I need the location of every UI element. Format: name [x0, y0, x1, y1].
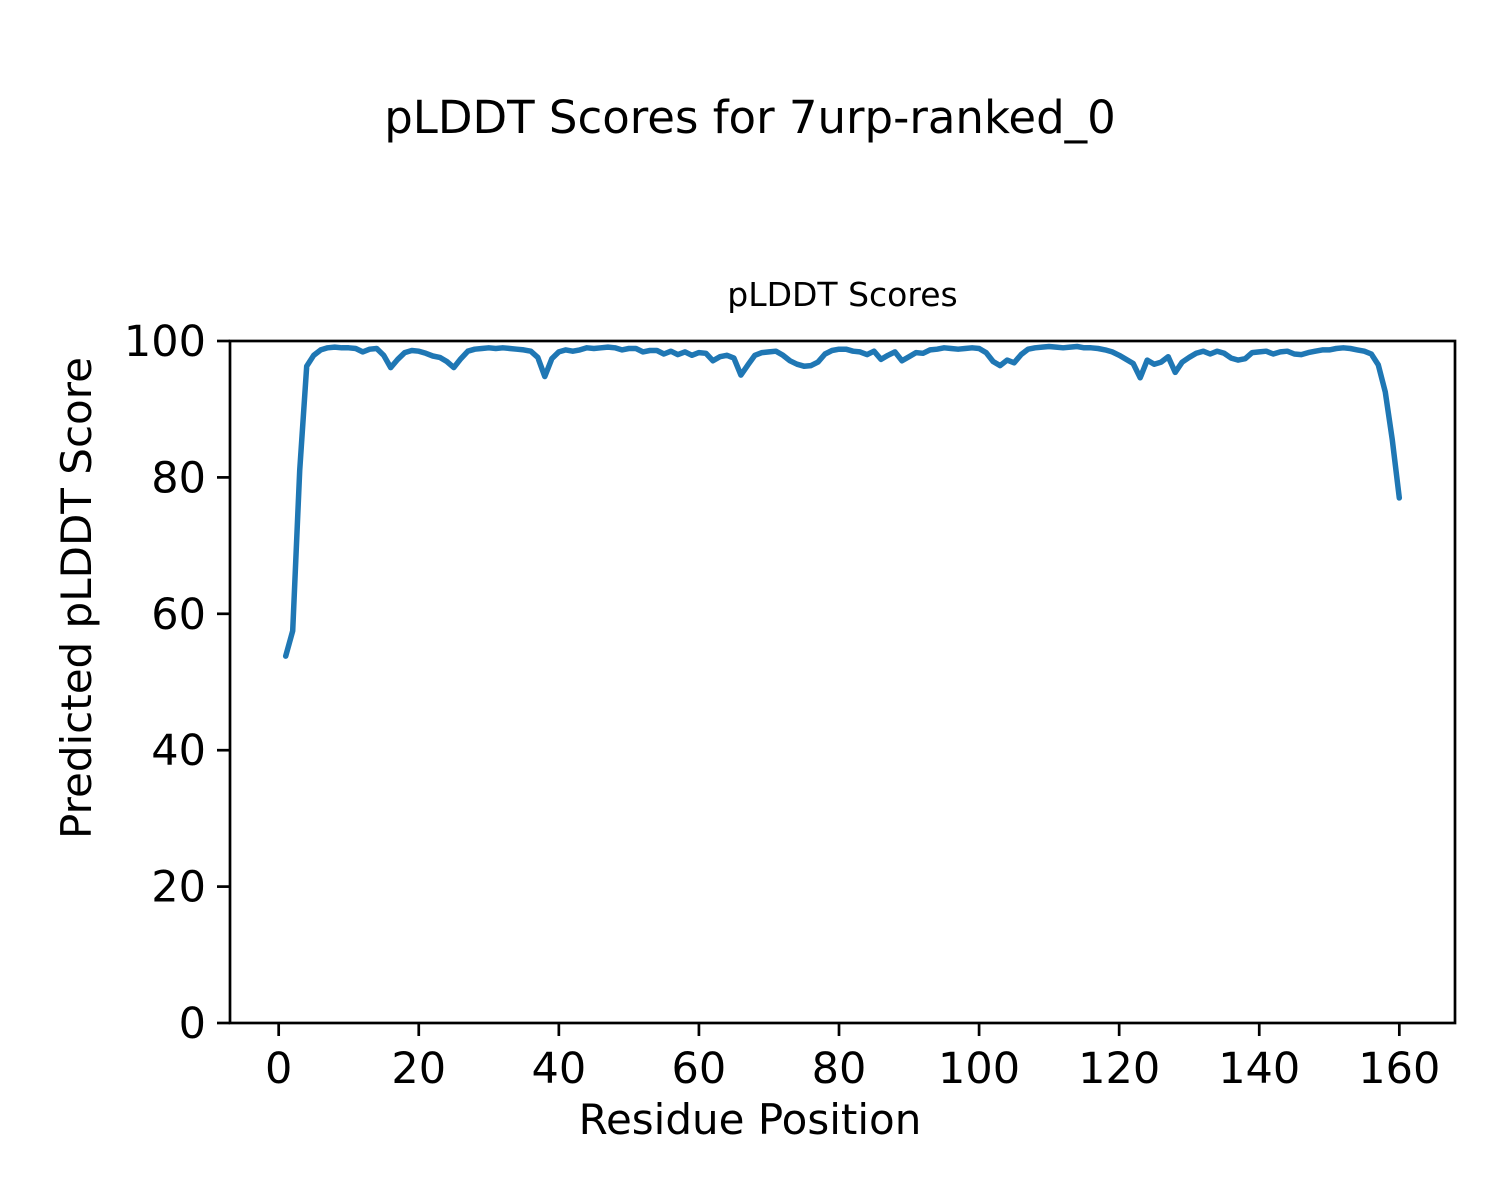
- y-axis-label: Predicted pLDDT Score: [51, 357, 101, 839]
- x-tick-label: 100: [938, 1044, 1020, 1094]
- x-tick-label: 80: [812, 1044, 867, 1094]
- x-tick-label: 0: [265, 1044, 292, 1094]
- x-axis-label: Residue Position: [578, 1095, 922, 1144]
- plot-area: 0 20 40 60 80 100 120 140 160 0 20 40 60 80 100: [124, 317, 1457, 1094]
- y-tick-label: 80: [151, 453, 206, 503]
- y-tick-label: 100: [124, 317, 206, 367]
- y-tick-label: 60: [151, 590, 206, 640]
- x-tick-label: 20: [391, 1044, 446, 1094]
- x-tick-label: 120: [1078, 1044, 1160, 1094]
- y-tick-label: 0: [179, 999, 206, 1049]
- y-tick-label: 20: [151, 863, 206, 913]
- figure-title: pLDDT Scores for 7urp-ranked_0: [384, 91, 1116, 144]
- plot-border: [228, 339, 1457, 1025]
- y-tick-label: 40: [151, 726, 206, 776]
- x-tick-label: 140: [1218, 1044, 1300, 1094]
- x-tick-label: 60: [672, 1044, 727, 1094]
- x-tick-label: 160: [1358, 1044, 1440, 1094]
- plddt-line: [282, 343, 1403, 659]
- x-tick-label: 40: [531, 1044, 586, 1094]
- axes-title: pLDDT Scores: [727, 275, 958, 314]
